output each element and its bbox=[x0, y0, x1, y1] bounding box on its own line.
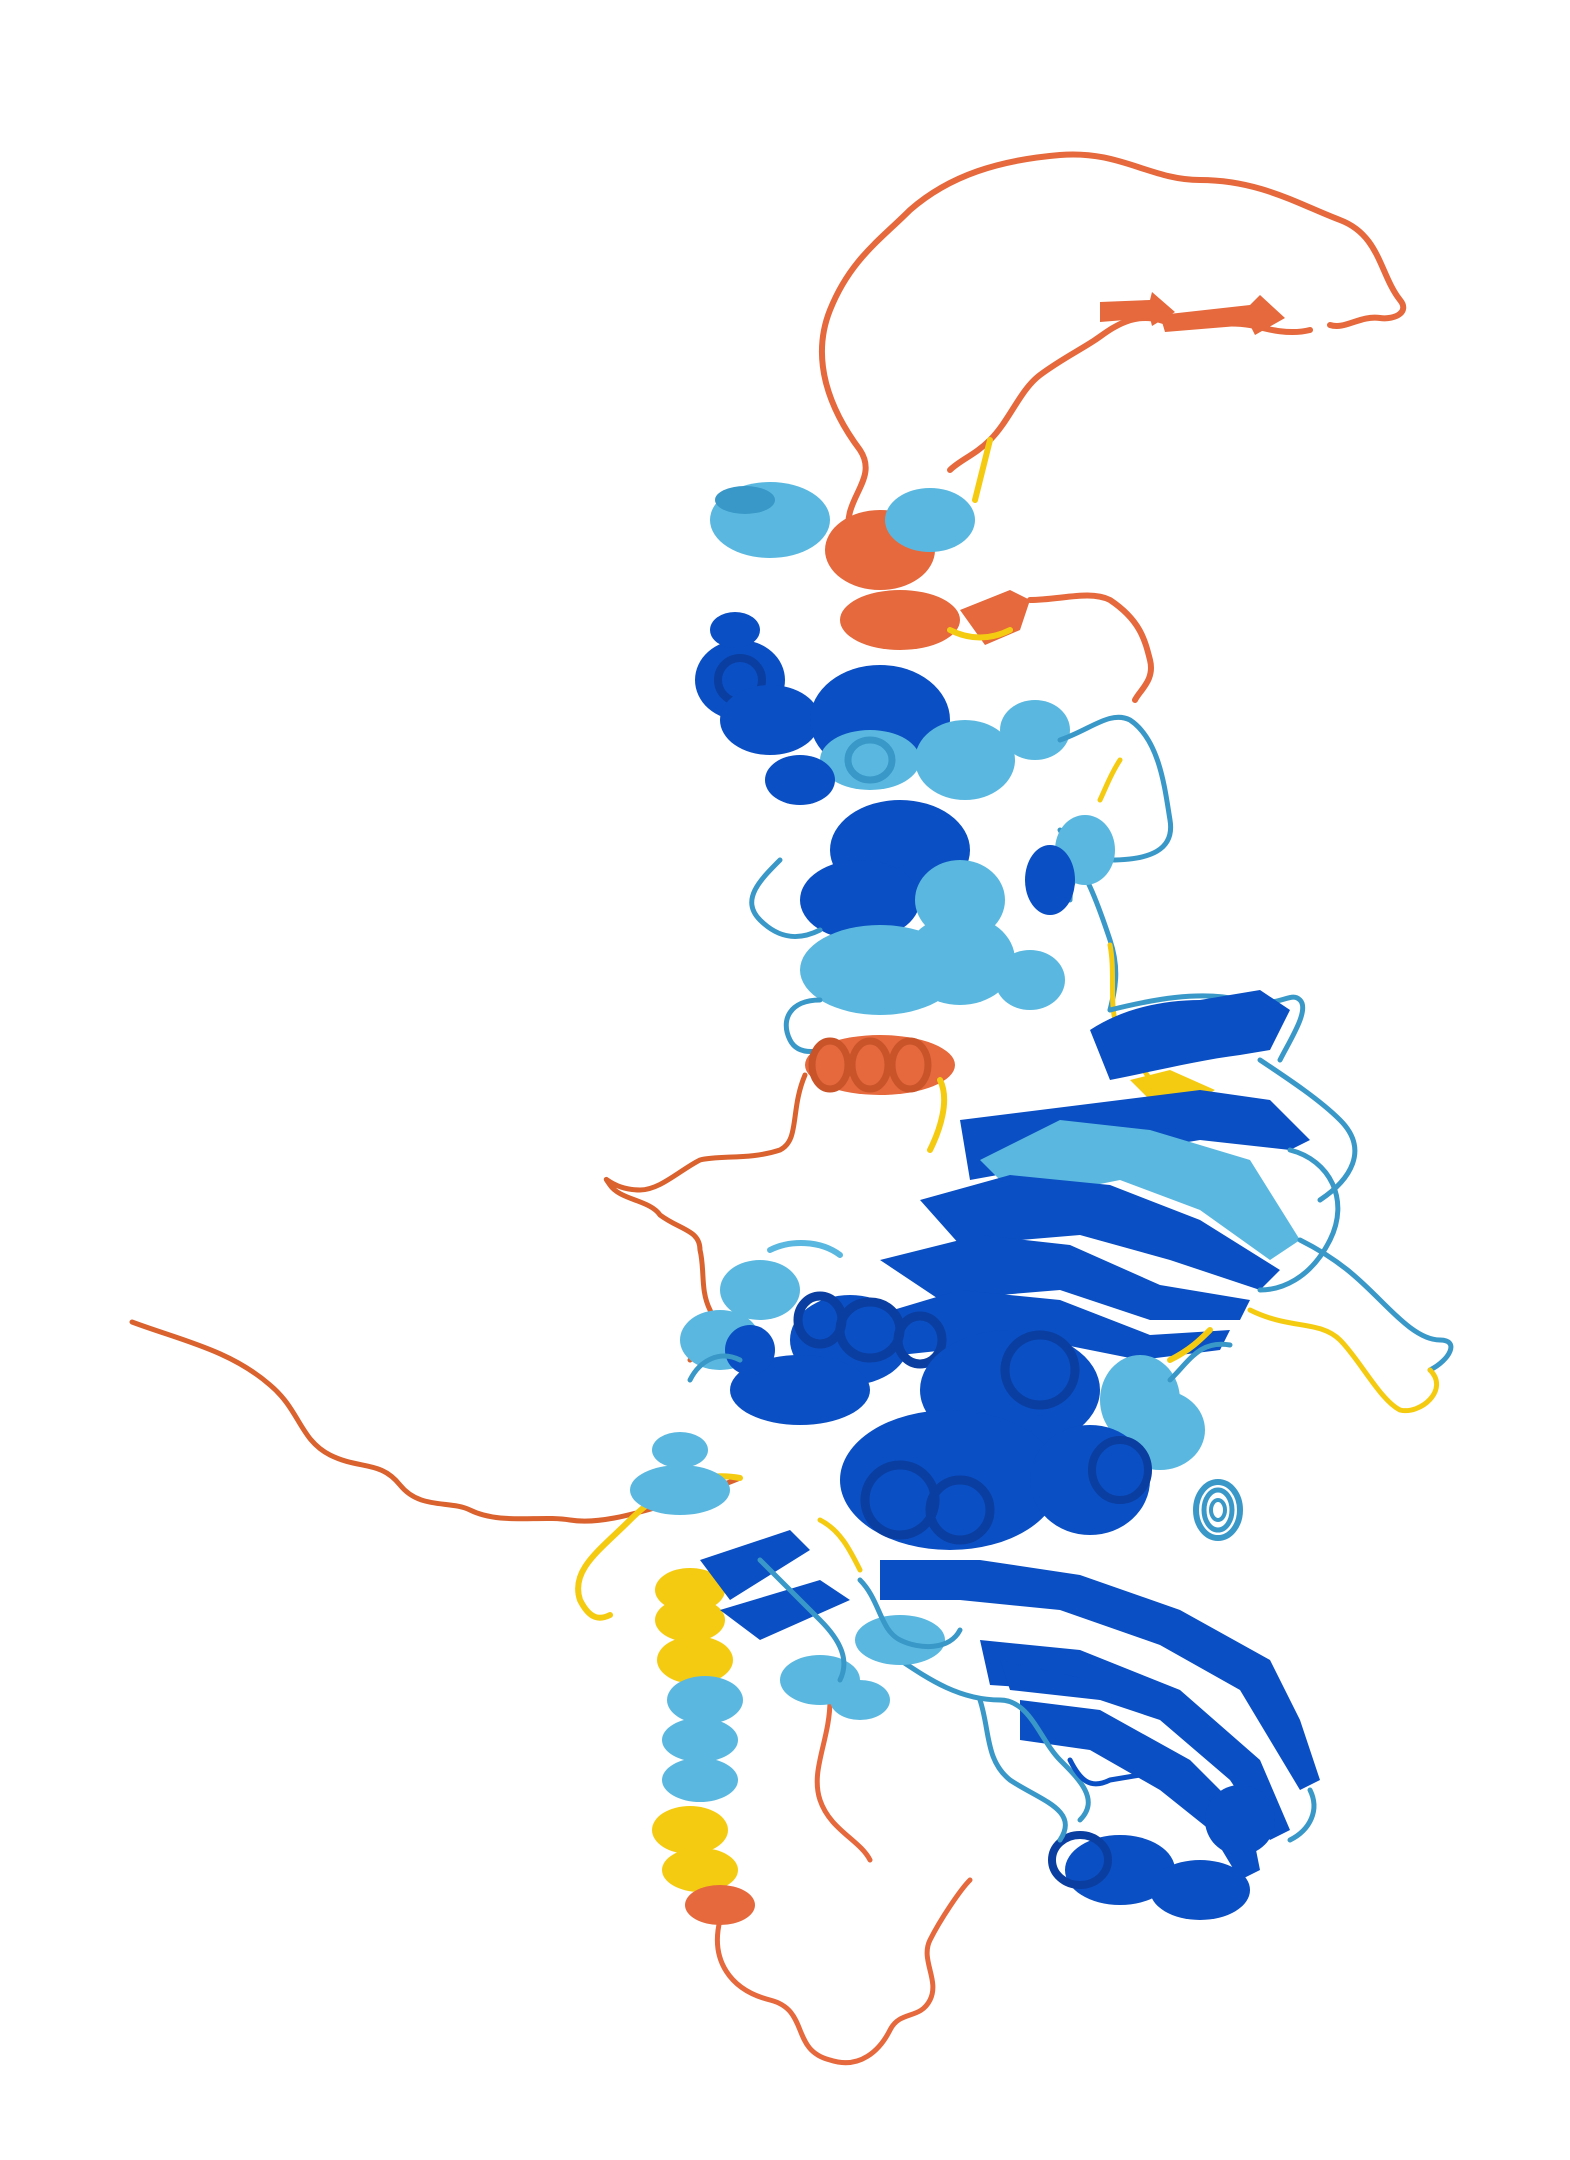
lower-left-helices bbox=[575, 1432, 973, 2066]
linker-helix bbox=[603, 1035, 955, 1363]
upper-helical-domain bbox=[695, 482, 1174, 1083]
bottom-right-beta-domain bbox=[757, 1517, 1320, 1920]
lower-beta-domain bbox=[680, 990, 1454, 1550]
top-disordered-loop bbox=[819, 151, 1407, 538]
